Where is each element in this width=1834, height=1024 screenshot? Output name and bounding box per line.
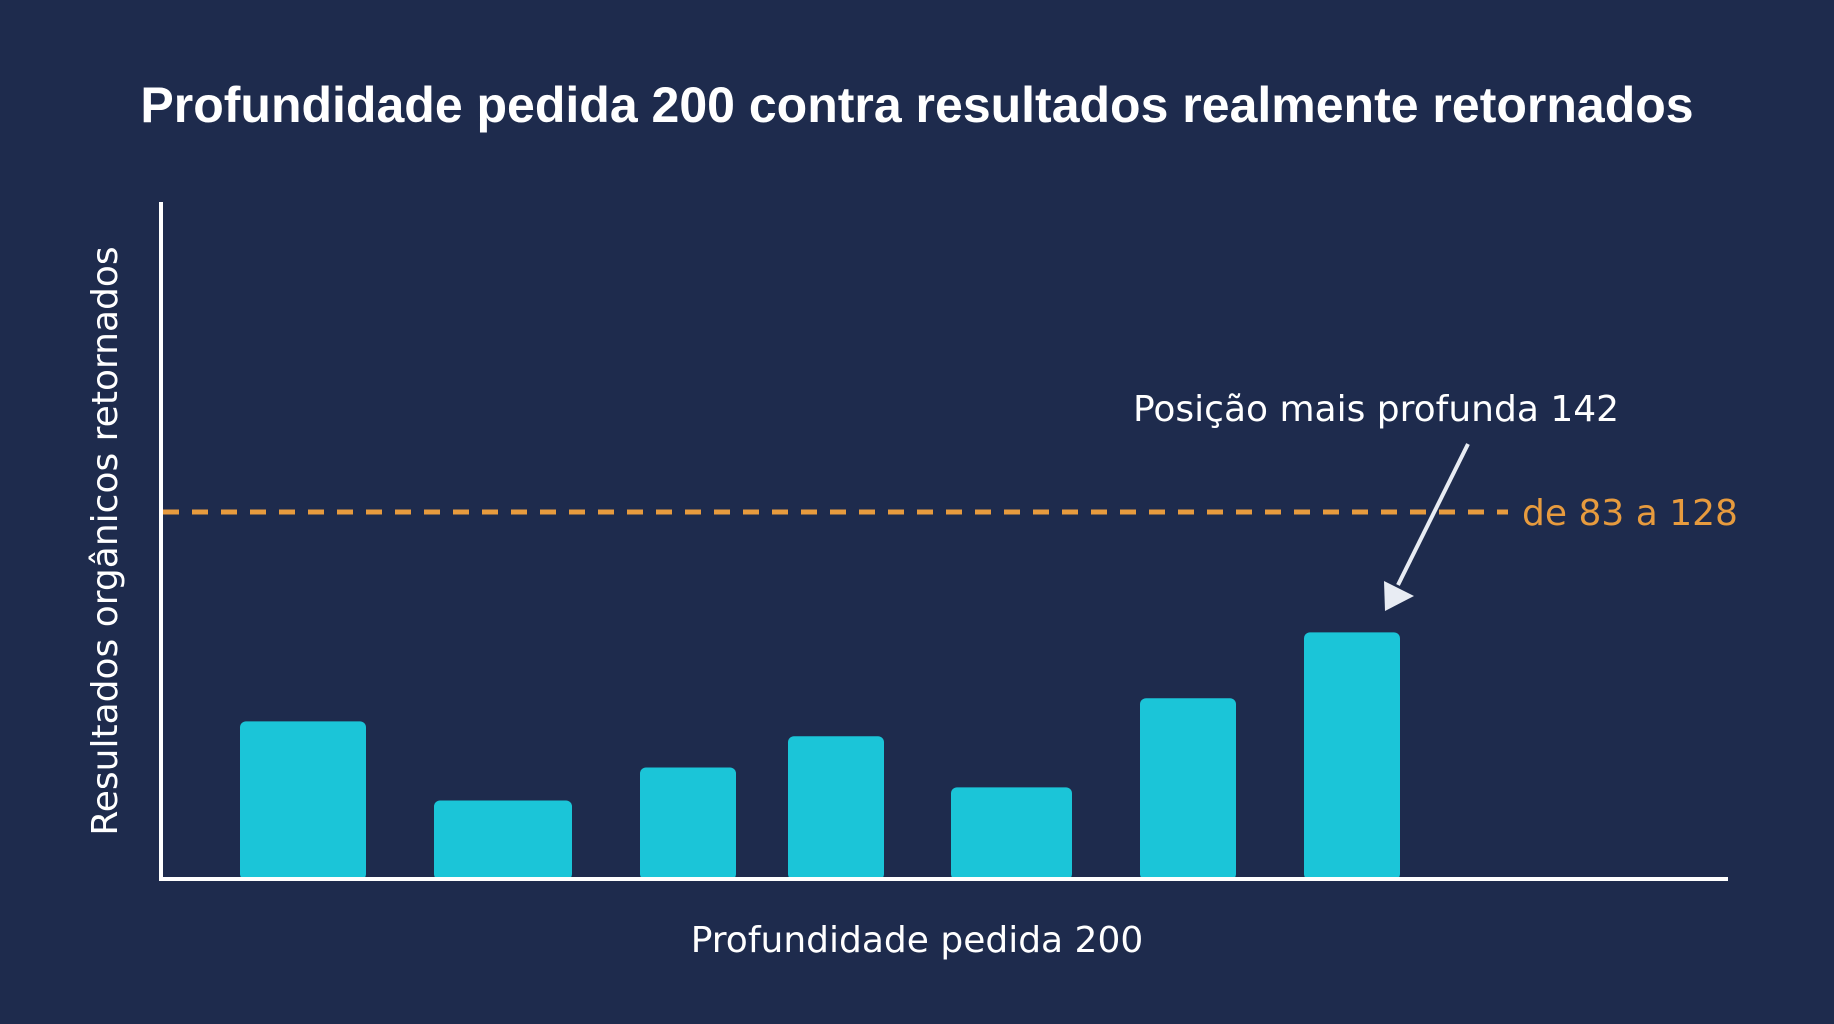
bars-layer (240, 632, 1400, 880)
bar-7 (1304, 632, 1400, 880)
y-axis-label: Resultados orgânicos retornados (85, 246, 126, 835)
bar-3 (640, 767, 736, 880)
reference-line-label: de 83 a 128 (1522, 493, 1738, 534)
bar-6 (1140, 698, 1236, 880)
annotation-arrow-head (1384, 581, 1414, 611)
chart-title: Profundidade pedida 200 contra resultado… (140, 77, 1693, 133)
bar-1 (240, 721, 366, 880)
annotation-label: Posição mais profunda 142 (1133, 389, 1619, 430)
bar-2 (434, 800, 572, 880)
annotation-arrow-line (1396, 443, 1470, 586)
bar-5 (951, 787, 1072, 880)
bar-4 (788, 736, 884, 880)
x-axis-label: Profundidade pedida 200 (691, 920, 1144, 961)
